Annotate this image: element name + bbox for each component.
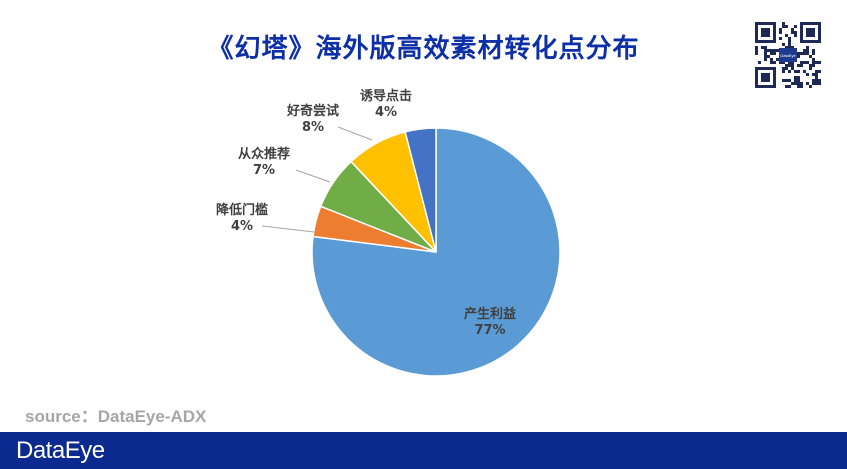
chart-title: 《幻塔》海外版高效素材转化点分布 bbox=[207, 34, 640, 64]
qr-center-logo: DataEye bbox=[780, 53, 796, 58]
leader-line-4 bbox=[337, 126, 373, 141]
pie-slice-5 bbox=[404, 127, 437, 253]
source-note: source：DataEye-ADX bbox=[25, 407, 207, 426]
slice-value-3: 7% bbox=[253, 163, 275, 178]
slice-value-5: 4% bbox=[375, 105, 397, 120]
footer-logo: DataEye bbox=[16, 437, 105, 464]
qr-code: DataEye bbox=[755, 22, 821, 88]
slice-value-2: 4% bbox=[231, 219, 253, 234]
slice-label-5: 诱导点击 bbox=[360, 88, 412, 104]
leader-line-3 bbox=[295, 169, 331, 183]
slice-value-1: 77% bbox=[474, 323, 505, 338]
slice-label-1: 产生利益 bbox=[464, 306, 516, 322]
slice-label-3: 从众推荐 bbox=[238, 146, 290, 162]
slice-label-2: 降低门槛 bbox=[216, 202, 268, 218]
leader-line-2 bbox=[261, 225, 315, 233]
slice-value-4: 8% bbox=[302, 120, 324, 135]
footer-bar: DataEye bbox=[0, 432, 847, 469]
slice-label-4: 好奇尝试 bbox=[286, 103, 339, 119]
